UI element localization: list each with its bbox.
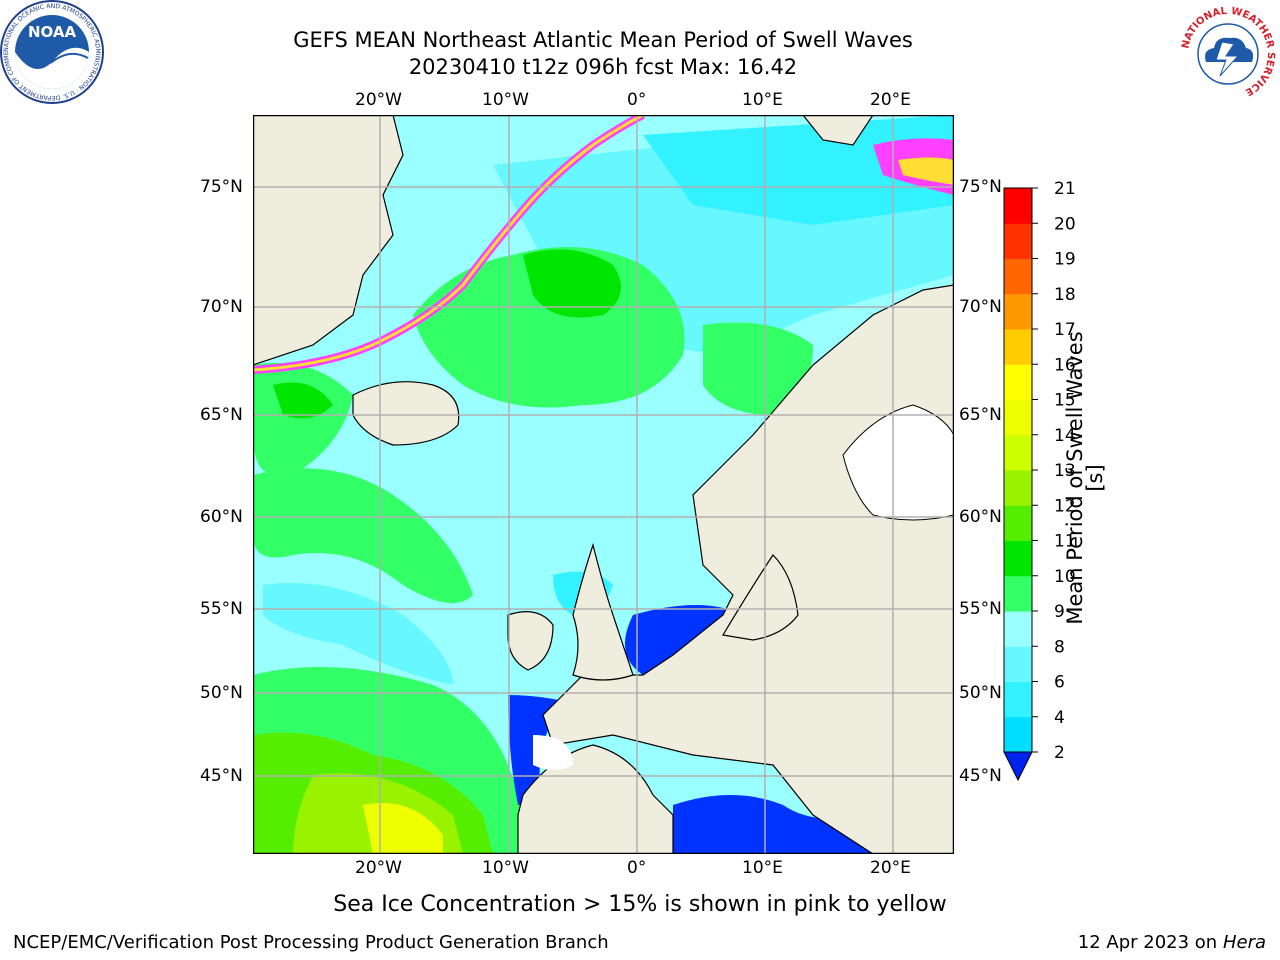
colorbar-label: Mean Period of Swell Waves [s] [1063, 331, 1107, 625]
nws-logo: NATIONAL WEATHER SERVICE [1179, 5, 1277, 103]
colorbar-tick-label: 6 [1054, 673, 1065, 693]
swell-period-map [253, 115, 954, 854]
swell-zone-mediterranean [673, 795, 893, 854]
colorbar-tick-label: 16 [1054, 355, 1076, 375]
colorbar-swatch [1004, 646, 1032, 682]
lat-tick-right: 45°N [959, 766, 1002, 786]
graticule [253, 115, 954, 854]
colorbar-swatches [1003, 187, 1033, 782]
colorbar-swatch [1004, 223, 1032, 259]
sea-ice-barents-core [898, 157, 954, 185]
colorbar-swatch [1004, 258, 1032, 295]
colorbar-ticks: 2 4 6 8 9 10 11 12 13 14 15 16 17 18 19 20 21 [1032, 180, 1076, 763]
colorbar-tick-label: 18 [1054, 285, 1076, 305]
colorbar-swatch [1004, 540, 1032, 577]
colorbar-swatch [1004, 399, 1032, 436]
land-svalbard [802, 115, 874, 146]
lat-tick-right: 60°N [959, 507, 1002, 527]
colorbar-tick-label: 21 [1054, 180, 1076, 199]
lat-tick-left: 70°N [200, 297, 243, 317]
lon-tick-top: 10°W [482, 90, 529, 110]
colorbar-swatch [1004, 716, 1032, 753]
lon-tick-top: 20°E [870, 90, 911, 110]
swell-zone-barents [643, 115, 954, 225]
colorbar-swatch [1004, 611, 1032, 647]
sea-ice-core [253, 115, 644, 372]
land-greenland [253, 115, 404, 366]
swell-zone-bay-of-biscay [508, 695, 593, 805]
lat-tick-left: 65°N [200, 405, 243, 425]
colorbar-tick-label: 17 [1054, 320, 1076, 340]
footer-credit: NCEP/EMC/Verification Post Processing Pr… [13, 932, 609, 953]
sea-ice-note-text: Sea Ice Concentration > 15% is shown in … [333, 892, 947, 917]
colorbar-tick-label: 2 [1054, 743, 1065, 763]
colorbar-swatch [1004, 470, 1032, 506]
colorbar-swatch [1004, 434, 1032, 471]
land-denmark-sweden [722, 554, 799, 641]
land-europe [542, 284, 954, 854]
colorbar-swatch [1004, 329, 1032, 365]
lat-tick-left: 45°N [200, 766, 243, 786]
lat-tick-right: 75°N [959, 177, 1002, 197]
colorbar-tick-label: 14 [1054, 426, 1076, 446]
swell-zone-max [363, 803, 443, 854]
lon-tick-bottom: 20°E [870, 858, 911, 878]
lat-tick-left: 75°N [200, 177, 243, 197]
colorbar-swatch [1004, 681, 1032, 718]
footer-host: Hera [1222, 932, 1266, 953]
land-great-britain [572, 542, 634, 681]
colorbar-tick-label: 19 [1054, 250, 1076, 270]
lon-tick-top: 10°E [742, 90, 783, 110]
lat-tick-right: 65°N [959, 405, 1002, 425]
noaa-logo: NATIONAL OCEANIC AND ATMOSPHERIC ADMINIS… [0, 0, 104, 104]
colorbar: 2 4 6 8 9 10 11 12 13 14 15 16 17 18 19 20 21 [1003, 180, 1076, 782]
colorbar-tick-label: 15 [1054, 391, 1076, 411]
missing-data-biscay [533, 735, 573, 770]
colorbar-swatch [1004, 575, 1032, 612]
lat-tick-right: 70°N [959, 297, 1002, 317]
colorbar-tick-label: 9 [1054, 602, 1065, 622]
swell-zone-norway-coast [703, 322, 813, 415]
swell-zone-north-atlantic [253, 468, 473, 603]
footer-date: 12 Apr 2023 on Hera [1078, 932, 1266, 954]
lon-tick-top: 20°W [355, 90, 402, 110]
colorbar-swatch [1004, 188, 1032, 224]
colorbar-tick-label: 8 [1054, 637, 1065, 657]
land-ireland [507, 611, 554, 671]
lon-tick-bottom: 0° [627, 858, 647, 878]
colorbar-extend-arrow [1003, 751, 1033, 782]
colorbar-tick-label: 10 [1054, 567, 1076, 587]
lon-tick-bottom: 20°W [355, 858, 402, 878]
footer-date-text: 12 Apr 2023 on [1077, 932, 1223, 953]
map-frame [253, 115, 954, 854]
lon-tick-top: 0° [627, 90, 647, 110]
colorbar-tick-label: 20 [1054, 214, 1076, 234]
chart-title: GEFS MEAN Northeast Atlantic Mean Period… [293, 28, 913, 52]
lat-tick-left: 50°N [200, 683, 243, 703]
colorbar-tick-label: 12 [1054, 496, 1076, 516]
noaa-wordmark: NOAA [28, 23, 77, 41]
lon-tick-bottom: 10°E [742, 858, 783, 878]
colorbar-swatch [1004, 293, 1032, 330]
swell-zone-norwegian-core [523, 249, 621, 318]
colorbar-swatch [1004, 505, 1032, 541]
chart-subtitle: 20230410 t12z 096h fcst Max: 16.42 [408, 55, 798, 79]
colorbar-tick-label: 4 [1054, 708, 1065, 728]
colorbar-tick-label: 11 [1054, 532, 1076, 552]
lat-tick-right: 50°N [959, 683, 1002, 703]
lat-tick-left: 55°N [200, 599, 243, 619]
colorbar-tick-label: 13 [1054, 461, 1076, 481]
sea-ice-note: Sea Ice Concentration > 15% is shown in … [0, 892, 1280, 918]
colorbar-swatch [1004, 364, 1032, 400]
lat-tick-left: 60°N [200, 507, 243, 527]
lat-tick-right: 55°N [959, 599, 1002, 619]
swell-zone-greenland-core [273, 382, 333, 419]
lon-tick-bottom: 10°W [482, 858, 529, 878]
